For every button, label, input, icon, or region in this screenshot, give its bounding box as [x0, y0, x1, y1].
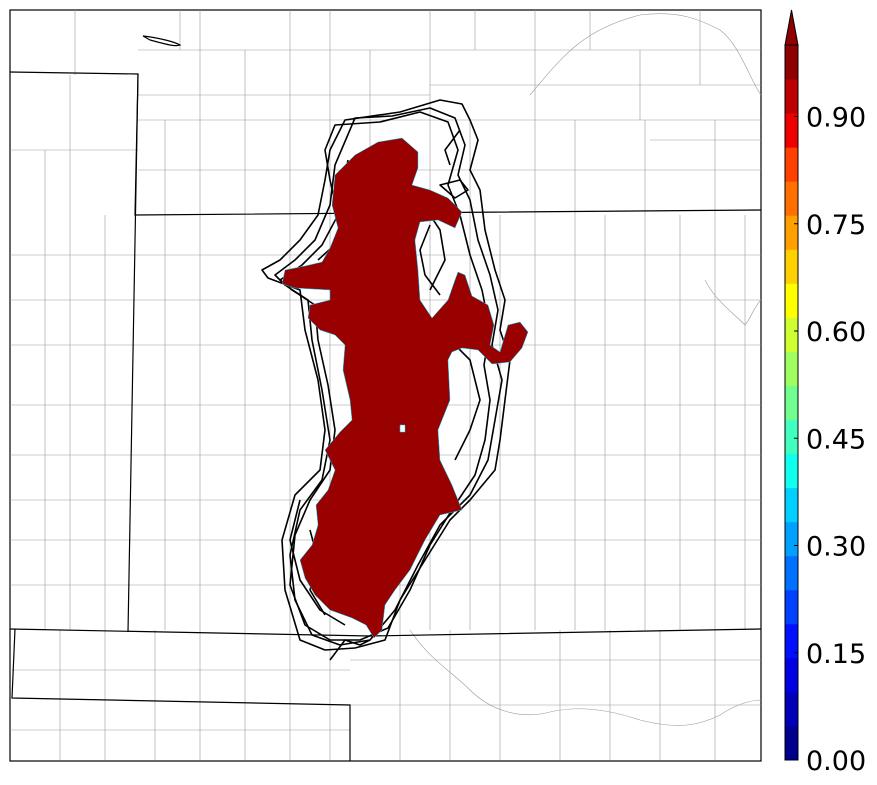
colorbar-tick-label: 0.30: [806, 532, 866, 563]
colorbar-tick-label: 0.15: [806, 639, 866, 670]
colorbar-segment: [785, 215, 798, 250]
colorbar-segment: [785, 419, 798, 455]
colorbar-tick-label: 0.75: [806, 210, 866, 241]
colorbar-segment: [785, 725, 798, 761]
colorbar-segment: [785, 453, 798, 489]
colorbar-segment: [785, 113, 798, 148]
contour-member-6: [449, 339, 481, 461]
colorbar-segment: [785, 657, 798, 693]
colorbar-segment: [785, 589, 798, 625]
colorbar-segment: [785, 45, 798, 80]
colorbar-tick-label: 0.45: [806, 424, 866, 455]
colorbar-tick-label: 0.90: [806, 103, 866, 134]
colorbar-segment: [785, 521, 798, 557]
colorbar-segment: [785, 147, 798, 182]
colorbar-outline: [784, 45, 799, 761]
colorbar-segment: [785, 487, 798, 523]
colorbar-segment: [785, 691, 798, 727]
state-border-panhandle: [11, 628, 351, 761]
colorbar-segment: [785, 317, 798, 352]
colorbar-tick-label: 0.60: [806, 317, 866, 348]
colorbar-segment: [785, 181, 798, 216]
colorbar-segment: [785, 623, 798, 659]
contour-member-10: [329, 639, 371, 661]
colorbar-segment: [785, 283, 798, 318]
colorbar-segment: [785, 351, 798, 386]
colorbar-segment: [785, 555, 798, 591]
colorbar-segment: [785, 385, 798, 421]
probability-filled-region: [281, 137, 529, 639]
colorbar-segment: [785, 79, 798, 114]
lake-outline: [142, 35, 182, 47]
contour-member-11: [444, 129, 461, 166]
colorbar: 0.00 0.15 0.30 0.45 0.60 0.75 0.90: [784, 9, 866, 777]
colorbar-extend-arrow: [784, 9, 799, 46]
colorbar-segment: [785, 249, 798, 284]
contour-member-7: [289, 499, 346, 626]
colorbar-tick-label: 0.00: [806, 746, 866, 777]
contour-member-12: [419, 224, 441, 296]
state-border-west: [127, 73, 139, 633]
contour-member-8: [439, 179, 469, 199]
